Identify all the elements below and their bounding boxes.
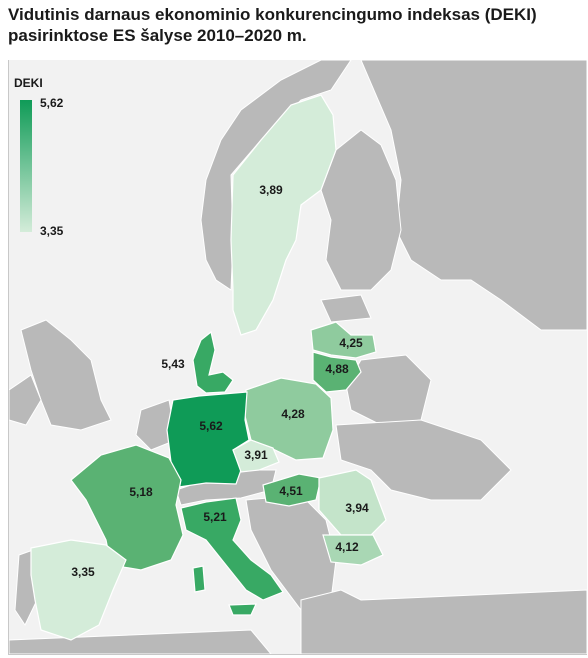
label-lithuania: 4,88 [325,362,349,376]
benelux-region [135,399,177,451]
ukraine-region [335,419,512,501]
norway-region [200,60,352,291]
map-area: 3,89 4,25 4,88 5,43 4,28 5,62 3,91 4,51 … [8,60,587,655]
greece-turkey-region [300,589,587,654]
estonia-region [320,294,372,323]
country-hungary [262,473,322,507]
label-italy: 5,21 [203,510,227,524]
label-denmark: 5,43 [161,357,185,371]
europe-map: 3,89 4,25 4,88 5,43 4,28 5,62 3,91 4,51 … [9,60,587,654]
country-sicily [228,603,257,616]
label-spain: 3,35 [71,565,95,579]
russia-region [360,60,587,331]
label-hungary: 4,51 [279,484,303,498]
country-france [70,444,184,571]
country-latvia [310,321,377,359]
legend-max-value: 5,62 [40,96,64,110]
label-sweden: 3,89 [259,183,283,197]
north-africa-region [9,629,272,654]
legend-title: DEKI [14,76,43,90]
country-lithuania [312,351,362,393]
map-title: Vidutinis darnaus ekonominio konkurencin… [8,5,537,45]
label-romania: 3,94 [345,501,369,515]
country-romania [318,469,387,536]
country-denmark [192,330,234,394]
country-bulgaria [322,534,384,566]
country-sardinia [192,565,206,593]
country-czechia [232,439,280,473]
label-france: 5,18 [129,485,153,499]
country-sweden [230,94,337,336]
country-italy [180,497,284,601]
label-czechia: 3,91 [244,448,268,462]
country-germany [166,391,250,488]
country-spain [30,539,127,641]
ireland-region [9,374,42,426]
uk-region [20,319,112,431]
legend-min-value: 3,35 [40,224,64,238]
label-latvia: 4,25 [339,336,363,350]
finland-region [320,129,402,291]
label-bulgaria: 4,12 [335,540,359,554]
country-poland [243,377,334,461]
label-poland: 4,28 [281,407,305,421]
legend-color-scale [20,100,32,232]
label-germany: 5,62 [199,419,223,433]
